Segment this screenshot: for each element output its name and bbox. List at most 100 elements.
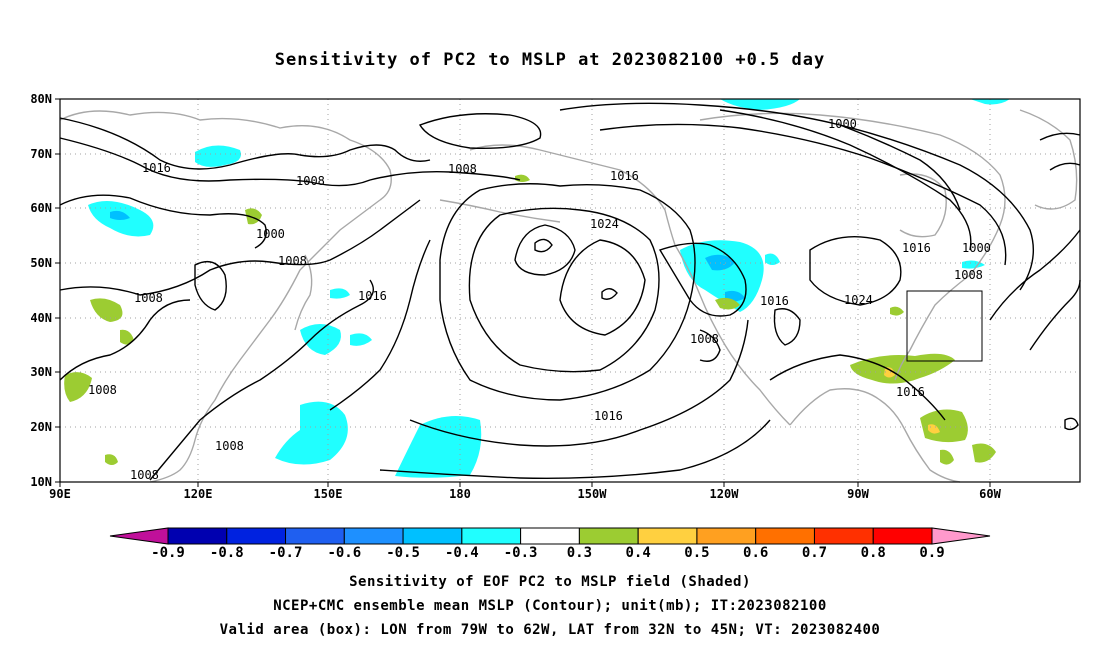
colorbar-segment [696,527,757,545]
shade-green-caribbean [920,409,968,443]
contour-line [699,329,721,362]
shade-cyan-arctic1 [720,99,800,110]
shade-cyan-westcoast [680,240,764,312]
contour-label: 1008 [88,383,117,397]
shade-cyan-nw [765,253,780,265]
contour-line [468,207,660,373]
contour-label: 1016 [358,289,387,303]
colorbar-segment [755,527,815,545]
coast-asia-east [149,199,381,483]
contour-line [149,279,374,481]
coast-asia-north [59,110,392,201]
lon-label: 150E [314,487,343,501]
lon-label: 90E [49,487,71,501]
colorbar-segment [167,527,228,545]
map-panel: 1016 1008 1008 1000 1008 1008 1016 1016 … [59,98,1081,483]
contour-label: 1008 [296,174,325,188]
shade-cyan-pacific1 [300,324,341,355]
shade-yellow-atlantic [884,367,895,378]
colorbar-tick-label: -0.9 [151,545,185,561]
shade-green-sa2 [940,449,954,465]
footer-line-3: Valid area (box): LON from 79W to 62W, L… [219,622,881,638]
colorbar-end-high [931,527,991,545]
contour-line [59,137,521,187]
contour-label: 1000 [256,227,285,241]
contour-label: 1016 [902,241,931,255]
contour-label: 1000 [962,241,991,255]
contour-line [1029,279,1081,351]
lon-label: 120E [184,487,213,501]
colorbar-segment [343,527,404,545]
shade-cyan-arctic2 [970,99,1010,105]
contour-label: 1016 [896,385,925,399]
shade-cyan-pacific3 [350,333,372,346]
contour-line [989,229,1081,321]
contour-line [719,109,972,251]
map-title: Sensitivity of PC2 to MSLP at 2023082100… [274,50,826,70]
colorbar-segment [637,527,698,545]
lon-label: 60W [979,487,1001,501]
colorbar-segment [402,527,463,545]
contour-label: 1008 [215,439,244,453]
colorbar-segment [285,527,345,545]
shade-green-sa1 [972,443,996,463]
contour-line [409,319,749,447]
shade-green-mexico [715,297,740,310]
contour-line [59,299,191,381]
contour-label: 1008 [954,268,983,282]
footer-line-1: Sensitivity of EOF PC2 to MSLP field (Sh… [349,574,751,590]
colorbar-segment [461,527,522,545]
shade-cyan-pacific4 [275,401,348,465]
shade-green-india [105,454,118,465]
lon-label: 180 [449,487,471,501]
contour-line [809,235,902,306]
contour-label: 1008 [448,162,477,176]
contour-line [379,419,771,480]
colorbar-segment [578,527,639,545]
contour-line [1049,162,1081,171]
colorbar-tick-label: -0.5 [386,545,420,561]
colorbar-end-low [109,527,169,545]
contour-line [439,183,696,401]
lat-label: 50N [30,256,52,270]
contour-label: 1008 [690,332,719,346]
shade-cyan-kamchatka [195,145,241,167]
lon-labels: 90E 120E 150E 180 150W 120W 90W 60W [49,487,1001,501]
colorbar-segment [872,527,933,545]
lat-label: 80N [30,92,52,106]
shade-green-china2 [120,329,134,345]
contour-line [59,194,267,249]
axis-ticks [55,98,991,487]
contour-label: 1016 [760,294,789,308]
colorbar-tick-label: 0.8 [861,545,886,561]
colorbar-tick-label: 0.4 [626,545,651,561]
coast-aleutians [439,199,561,223]
contour-line [1064,417,1079,431]
contour-label: 1024 [844,293,873,307]
contour-label: 1008 [134,291,163,305]
colorbar-tick-label: -0.6 [327,545,361,561]
colorbar: -0.9 -0.8 -0.7 -0.6 -0.5 -0.4 -0.3 0.3 0.4 0.5 0.6… [109,527,991,561]
contour-line [769,354,946,421]
contour-line [601,288,618,300]
contour-label: 1024 [590,217,619,231]
lat-labels: 80N 70N 60N 50N 40N 30N 20N 10N [30,92,52,489]
contour-line [329,239,431,411]
contour-line [534,238,553,253]
contour-line [773,308,801,346]
shade-blue-siberia [110,210,130,220]
colorbar-tick-label: -0.8 [210,545,244,561]
contour-line [839,124,961,211]
contour-label: 1016 [594,409,623,423]
contour-line [59,117,431,170]
colorbar-tick-label: -0.3 [504,545,538,561]
colorbar-tick-label: 0.5 [684,545,709,561]
shade-cyan-dateline [395,416,482,478]
lat-label: 70N [30,147,52,161]
lon-label: 90W [847,487,869,501]
map-frame [59,98,1081,483]
contour-label: 1008 [130,468,159,482]
contour-label: 1016 [142,161,171,175]
contour-labels: 1016 1008 1008 1000 1008 1008 1016 1016 … [88,117,991,482]
